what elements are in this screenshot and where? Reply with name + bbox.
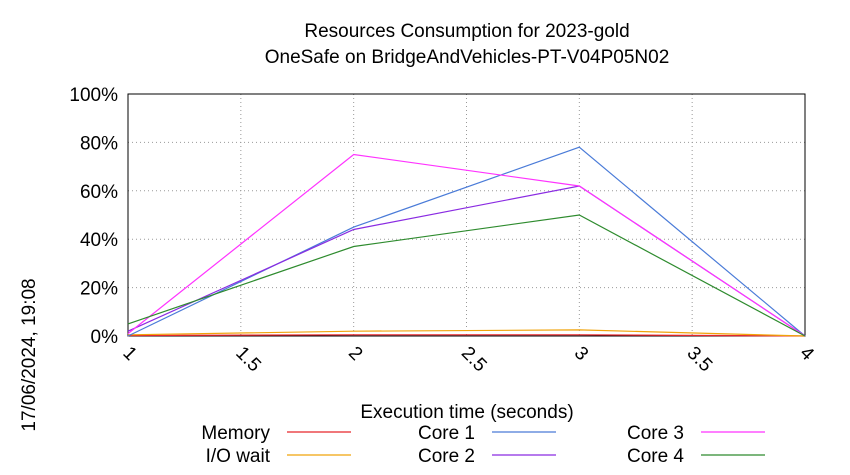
y-tick-label: 20% <box>80 279 118 300</box>
y-tick-labels: 0% 20% 40% 60% 80% 100% <box>69 85 118 348</box>
timestamp-label: 17/06/2024, 19:08 <box>19 278 40 431</box>
series-line-core-3 <box>127 153 806 337</box>
series-line-i-o-wait <box>127 329 806 337</box>
x-tick-label: 1.5 <box>231 343 265 377</box>
legend-label-core-2: Core 2 <box>418 446 475 467</box>
x-tick-labels: 1 1.5 2 2.5 3 3.5 4 <box>118 343 818 377</box>
y-tick-label: 80% <box>80 133 118 154</box>
grid-lines <box>127 93 806 337</box>
legend-label-core-3: Core 3 <box>627 423 684 444</box>
legend-label-core-4: Core 4 <box>627 446 684 467</box>
series-line-memory <box>127 334 806 337</box>
x-tick-label: 1 <box>118 343 140 365</box>
series-lines <box>127 146 806 337</box>
series-line-core-4 <box>127 214 806 337</box>
y-tick-label: 0% <box>91 327 119 348</box>
y-tick-label: 100% <box>69 85 118 106</box>
x-axis-label: Execution time (seconds) <box>360 402 573 423</box>
legend-label-i-o-wait: I/O wait <box>206 446 271 467</box>
chart-title: Resources Consumption for 2023-gold <box>304 21 629 42</box>
y-tick-label: 60% <box>80 182 118 203</box>
legend-label-core-1: Core 1 <box>418 423 475 444</box>
plot-frame <box>127 93 806 337</box>
chart-subtitle: OneSafe on BridgeAndVehicles-PT-V04P05N0… <box>265 47 670 68</box>
x-tick-label: 2 <box>344 343 366 365</box>
series-line-core-2 <box>127 185 806 337</box>
x-tick-label: 4 <box>795 343 818 366</box>
x-tick-label: 3 <box>570 343 592 365</box>
x-tick-label: 3.5 <box>683 343 717 377</box>
legend-label-memory: Memory <box>201 423 270 444</box>
series-line-core-1 <box>127 146 806 337</box>
x-tick-label: 2.5 <box>457 343 491 377</box>
y-tick-label: 40% <box>80 230 118 251</box>
